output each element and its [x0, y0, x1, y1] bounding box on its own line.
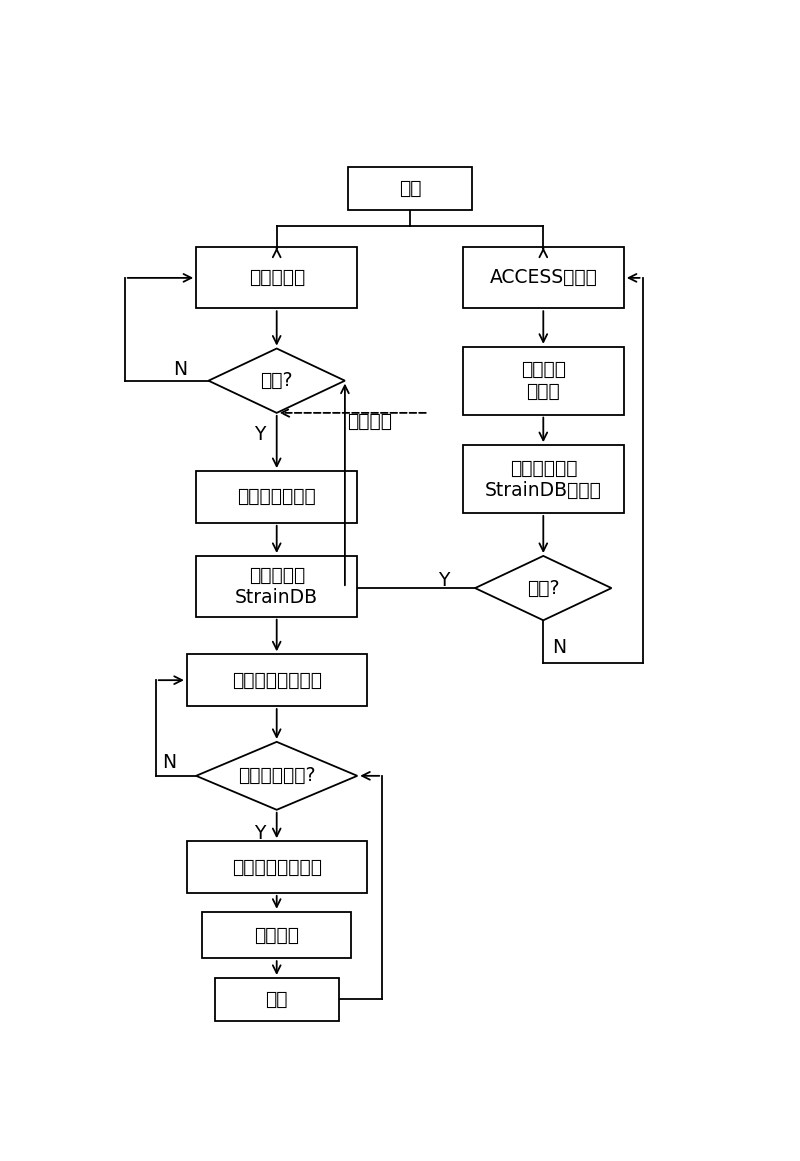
FancyBboxPatch shape — [187, 655, 366, 706]
FancyBboxPatch shape — [202, 911, 351, 958]
Text: 串口初始化: 串口初始化 — [249, 268, 305, 288]
FancyBboxPatch shape — [196, 247, 358, 309]
Text: Y: Y — [438, 571, 450, 591]
FancyBboxPatch shape — [462, 347, 624, 414]
FancyBboxPatch shape — [196, 556, 358, 616]
Text: 显示应力值和曲线: 显示应力值和曲线 — [232, 671, 322, 690]
FancyBboxPatch shape — [348, 167, 472, 210]
Text: ACCESS初始化: ACCESS初始化 — [490, 268, 598, 288]
FancyBboxPatch shape — [462, 247, 624, 309]
Text: 数据采集、滤波: 数据采集、滤波 — [238, 488, 316, 506]
Text: 评估报告: 评估报告 — [254, 925, 299, 944]
Text: N: N — [174, 360, 188, 378]
FancyBboxPatch shape — [187, 841, 366, 893]
Text: 更新数据库
StrainDB: 更新数据库 StrainDB — [235, 565, 318, 607]
Text: 延时程序: 延时程序 — [347, 412, 392, 432]
Text: 启动: 启动 — [398, 179, 422, 199]
Text: 结束: 结束 — [266, 990, 288, 1009]
Text: 通讯?: 通讯? — [261, 372, 293, 390]
Text: 计算井架载荷?: 计算井架载荷? — [238, 766, 315, 785]
FancyBboxPatch shape — [196, 471, 358, 522]
Text: 井架承载能力计算: 井架承载能力计算 — [232, 858, 322, 877]
FancyBboxPatch shape — [214, 978, 338, 1021]
Text: 输入数据
文件名: 输入数据 文件名 — [521, 360, 566, 402]
Text: N: N — [162, 753, 176, 772]
Polygon shape — [209, 348, 345, 413]
Text: 创建和初始化
StrainDB数据库: 创建和初始化 StrainDB数据库 — [485, 459, 602, 499]
Text: N: N — [552, 637, 566, 657]
Polygon shape — [475, 556, 611, 620]
Text: Y: Y — [254, 425, 265, 444]
Text: Y: Y — [254, 823, 265, 843]
Polygon shape — [196, 742, 358, 810]
FancyBboxPatch shape — [462, 445, 624, 513]
Text: 成功?: 成功? — [527, 578, 559, 598]
